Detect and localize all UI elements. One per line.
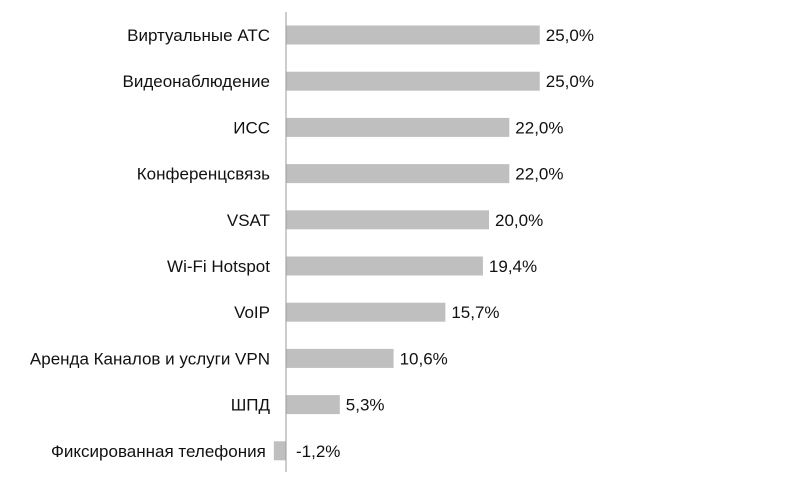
data-label: 10,6% [400,349,448,368]
data-label: 22,0% [515,165,563,184]
bar [286,25,540,45]
data-label: 25,0% [546,26,594,45]
category-label: Аренда Каналов и услуги VPN [30,349,270,368]
category-label: Видеонаблюдение [123,72,271,91]
category-label: Фиксированная телефония [51,442,266,461]
bar [286,395,340,415]
bar [286,348,394,368]
data-label: 15,7% [451,303,499,322]
category-label: Wi-Fi Hotspot [167,257,270,276]
bar [286,71,540,91]
data-label: -1,2% [296,442,340,461]
bar [286,210,489,230]
data-label: 22,0% [515,118,563,137]
category-label: ШПД [231,396,271,415]
category-labels-group: Виртуальные АТС Видеонаблюдение ИСС Конфере… [30,26,271,461]
category-label: VSAT [227,211,270,230]
category-label: Конференцсвязь [137,165,270,184]
data-label: 19,4% [489,257,537,276]
bar [273,441,286,461]
bar [286,256,483,276]
bar [286,302,446,322]
category-label: VoIP [234,303,270,322]
value-labels-group: 25,0% 25,0% 22,0% 22,0% 20,0% 19,4% 15,7% 10,6%… [296,26,594,461]
bars-group [273,25,540,461]
data-label: 5,3% [346,396,385,415]
data-label: 20,0% [495,211,543,230]
category-label: ИСС [233,118,270,137]
bar [286,117,510,137]
bar [286,164,510,184]
category-label: Виртуальные АТС [127,26,270,45]
data-label: 25,0% [546,72,594,91]
